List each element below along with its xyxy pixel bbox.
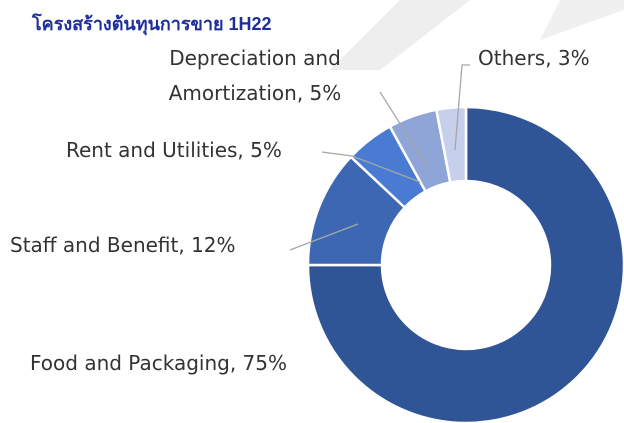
data-label: Food and Packaging, 75% — [30, 351, 287, 375]
data-label-line: Amortization, 5% — [169, 81, 342, 105]
background-stripe — [330, 0, 470, 70]
leader-line — [289, 223, 359, 251]
data-label-line: Food and Packaging, 75% — [30, 351, 287, 375]
data-label: Rent and Utilities, 5% — [66, 138, 282, 162]
leader-line — [321, 151, 421, 183]
background-stripe — [540, 0, 624, 40]
slice — [306, 105, 624, 423]
leader-line — [379, 91, 429, 169]
slice — [434, 105, 468, 184]
data-label: Depreciation and Amortization, 5% — [169, 46, 342, 105]
data-label-line: Depreciation and — [169, 46, 341, 70]
chart-title: โครงสร้างต้นทุนการขาย 1H22 — [31, 13, 272, 36]
data-label: Others, 3% — [478, 46, 590, 70]
data-label-line: Others, 3% — [478, 46, 590, 70]
data-label-line: Staff and Benefit, 12% — [10, 233, 236, 257]
leader-line — [454, 64, 470, 151]
data-label-line: Rent and Utilities, 5% — [66, 138, 282, 162]
data-label: Staff and Benefit, 12% — [10, 233, 236, 257]
